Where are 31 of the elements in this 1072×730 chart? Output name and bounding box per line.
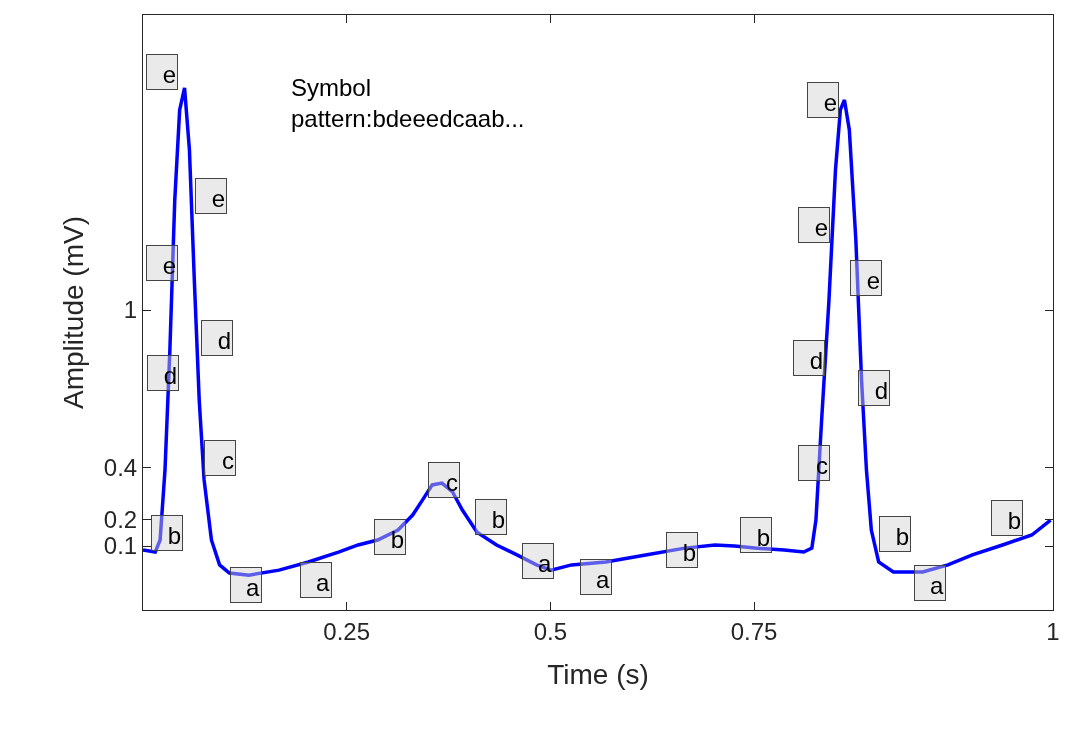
- x-axis-title: Time (s): [547, 658, 649, 690]
- annotation: c: [446, 469, 458, 496]
- annotation: e: [162, 61, 176, 88]
- annotation: b: [390, 526, 404, 553]
- annotation: d: [809, 347, 823, 374]
- annotation: b: [167, 522, 181, 549]
- y-axis-title: Amplitude (mV): [57, 216, 89, 409]
- y-tick-label: 0.2: [103, 506, 138, 534]
- x-tick-label: 0.25: [323, 617, 371, 645]
- annotation: c: [222, 447, 234, 474]
- annotation: a: [316, 569, 330, 596]
- annotation: b: [491, 506, 505, 533]
- annotation: b: [1007, 507, 1021, 534]
- y-tick-label: 1: [123, 296, 138, 324]
- x-tick-label: 1: [1046, 617, 1060, 645]
- y-tick-label: 0.1: [103, 532, 138, 560]
- annotation: Symbol pattern:bdeeedcaab...: [291, 74, 525, 133]
- annotation: a: [930, 572, 944, 599]
- x-tick-label: 0.5: [533, 617, 568, 645]
- annotation: d: [874, 377, 888, 404]
- x-tick-label: 0.75: [730, 617, 778, 645]
- annotation: e: [211, 185, 225, 212]
- annotation: a: [246, 574, 260, 601]
- y-tick-label: 0.4: [103, 453, 138, 481]
- annotation: e: [814, 214, 828, 241]
- annotation: b: [756, 524, 770, 551]
- annotation: e: [866, 267, 880, 294]
- annotation: b: [895, 523, 909, 550]
- annotation: d: [217, 327, 231, 354]
- annotation: a: [596, 566, 610, 593]
- annotation: e: [823, 89, 837, 116]
